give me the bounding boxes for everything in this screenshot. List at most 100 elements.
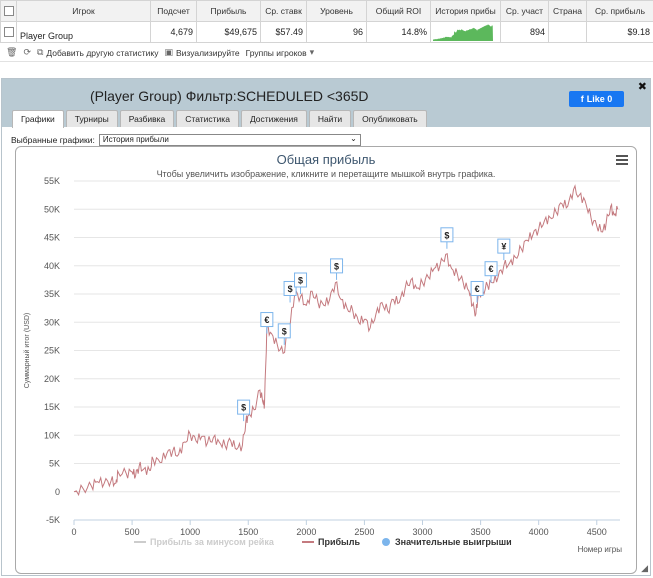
chart-container[interactable]: Общая прибыль Чтобы увеличить изображение… (15, 146, 637, 574)
big-win-flag (484, 261, 498, 277)
panel-title: (Player Group) Фильтр:SCHEDULED <365D (90, 88, 369, 104)
player-groups-label: Группы игроков (245, 47, 307, 58)
external-link-icon: ⧉ (36, 47, 44, 57)
chart-title: Общая прибыль (277, 152, 376, 167)
y-tick-label: -5K (46, 515, 60, 525)
big-win-flag (330, 258, 344, 274)
header-player[interactable]: Игрок (16, 0, 151, 22)
legend-profit-label: Прибыль (318, 537, 360, 547)
row-checkbox[interactable] (4, 27, 14, 38)
big-win-symbol: € (264, 315, 269, 325)
y-tick-label: 10K (44, 430, 60, 440)
x-tick-label: 500 (125, 527, 140, 537)
y-tick-label: 15K (44, 402, 60, 412)
select-all-checkbox[interactable] (4, 6, 14, 17)
x-tick-label: 0 (71, 527, 76, 537)
big-win-symbol: € (489, 264, 494, 274)
refresh-icon[interactable]: ⟳ (23, 47, 31, 57)
profit-series-line (73, 184, 619, 497)
tab-achievements[interactable]: Достижения (240, 110, 307, 127)
y-tick-label: 30K (44, 317, 60, 327)
visualize-label: Визуализируйте (175, 47, 240, 58)
tab-publish[interactable]: Опубликовать (353, 110, 427, 127)
cell-player[interactable]: Player Group (16, 21, 151, 43)
facebook-like-label: Like 0 (586, 94, 613, 104)
big-win-symbol: $ (298, 276, 303, 286)
y-tick-label: 5K (49, 459, 60, 469)
y-tick-label: 20K (44, 374, 60, 384)
y-tick-label: 40K (44, 261, 60, 271)
big-win-flag (497, 238, 511, 254)
header-count[interactable]: Подсчет (150, 0, 197, 22)
table-row[interactable]: Player Group 4,679 $49,675 $57.49 96 14.… (0, 21, 653, 43)
delete-icon[interactable]: 🗑 (6, 47, 18, 57)
chart-selector-label: Выбранные графики: (11, 135, 95, 145)
cell-roi: 14.8% (366, 21, 431, 43)
x-tick-label: 2000 (296, 527, 316, 537)
legend-big-wins-label: Значительные выигрыши (395, 537, 512, 547)
header-profit[interactable]: Прибыль (196, 0, 261, 22)
facebook-like-button[interactable]: f Like 0 (569, 91, 624, 107)
big-win-symbol: ¥ (501, 242, 506, 252)
tab-statistics[interactable]: Статистика (176, 110, 239, 127)
big-win-flag (283, 280, 297, 296)
y-tick-label: 25K (44, 346, 60, 356)
x-tick-label: 4000 (529, 527, 549, 537)
big-win-symbol: $ (241, 403, 246, 413)
tab-find[interactable]: Найти (308, 110, 352, 127)
big-win-flag (470, 280, 484, 296)
x-tick-label: 2500 (354, 527, 374, 537)
profit-sparkline (433, 24, 493, 41)
big-win-flag (294, 272, 308, 288)
panel-tabs: Графики Турниры Разбивка Статистика Дост… (12, 110, 427, 128)
cell-profit: $49,675 (196, 21, 261, 43)
cell-count: 4,679 (150, 21, 197, 43)
y-tick-label: 45K (44, 233, 60, 243)
cell-country (548, 21, 587, 43)
y-tick-label: 55K (44, 176, 60, 186)
chart-selector-row: Выбранные графики: История прибыли ⌄ (11, 134, 361, 146)
menu-icon[interactable] (616, 155, 628, 167)
big-win-symbol: $ (444, 230, 449, 240)
select-all-cell[interactable] (0, 0, 17, 22)
add-stats-button[interactable]: ⧉ Добавить другую статистику (37, 47, 158, 58)
add-stats-label: Добавить другую статистику (46, 47, 159, 58)
header-avg-stake[interactable]: Ср. ставк (260, 0, 307, 22)
x-tick-label: 4500 (587, 527, 607, 537)
resize-handle-icon[interactable]: ◢ (641, 563, 648, 573)
header-avg-profit[interactable]: Ср. прибыль (586, 0, 653, 22)
tab-breakdown[interactable]: Разбивка (119, 110, 175, 127)
header-country[interactable]: Страна (548, 0, 587, 22)
y-axis-label: Суммарный итог (USD) (23, 313, 31, 389)
player-groups-dropdown[interactable]: Группы игроков ▾ (246, 47, 315, 58)
big-win-symbol: € (475, 284, 480, 294)
header-level[interactable]: Уровень (306, 0, 367, 22)
x-tick-label: 1500 (238, 527, 258, 537)
chart-select-value: История прибыли (102, 135, 169, 144)
big-win-symbol: $ (282, 326, 287, 336)
legend-big-wins-swatch (382, 538, 390, 546)
row-checkbox-cell[interactable] (0, 21, 17, 43)
header-profit-history[interactable]: История прибы (430, 0, 501, 22)
cell-avg-stake: $57.49 (260, 21, 307, 43)
big-win-flag (260, 312, 274, 328)
visualize-button[interactable]: ▣ Визуализируйте (164, 47, 239, 58)
y-tick-label: 50K (44, 204, 60, 214)
tab-tournaments[interactable]: Турниры (65, 110, 118, 127)
header-roi[interactable]: Общий ROI (366, 0, 431, 22)
legend-net-profit-label: Прибыль за минусом рейка (150, 537, 275, 547)
x-tick-label: 3000 (412, 527, 432, 537)
big-win-flag (440, 227, 454, 243)
tab-charts[interactable]: Графики (12, 110, 64, 128)
caret-down-icon: ▾ (309, 47, 315, 57)
header-avg-entrants[interactable]: Ср. участ (500, 0, 549, 22)
y-tick-label: 35K (44, 289, 60, 299)
cell-level: 96 (306, 21, 367, 43)
chart-select[interactable]: История прибыли ⌄ (98, 134, 361, 146)
big-win-symbol: $ (288, 284, 293, 294)
close-icon[interactable]: ✖ (637, 81, 647, 93)
grid-toolbar: 🗑 ⟳ ⧉ Добавить другую статистику ▣ Визуа… (0, 44, 653, 62)
chevron-down-icon: ⌄ (350, 134, 357, 143)
profit-chart[interactable]: Общая прибыль Чтобы увеличить изображение… (16, 147, 636, 573)
big-win-flag (277, 323, 291, 339)
